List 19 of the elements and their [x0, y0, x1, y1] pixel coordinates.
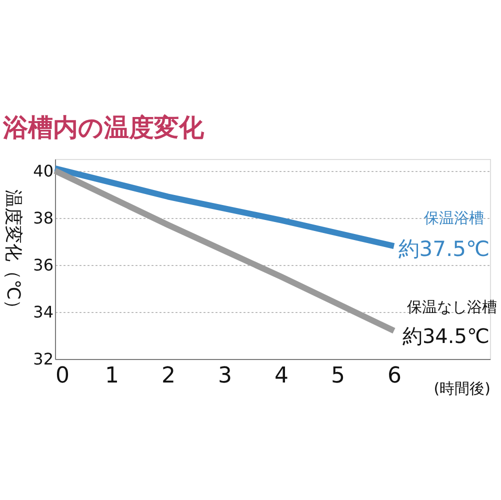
x-tick-label: 6: [387, 364, 402, 388]
x-tick-label: 5: [330, 364, 345, 388]
x-tick-label: 4: [274, 364, 288, 388]
y-axis-title: 温度変化（℃）: [2, 190, 24, 318]
x-tick-label: 2: [161, 364, 176, 388]
series-label: 保温なし浴槽: [406, 298, 497, 316]
x-tick-label: 0: [56, 364, 70, 388]
x-tick-label: 3: [218, 364, 232, 388]
text: 保温浴槽: [424, 209, 484, 228]
y-tick-label: 36: [33, 255, 54, 274]
annotation: 約37.5℃: [398, 237, 490, 262]
y-tick-label: 38: [33, 208, 54, 228]
y-tick-label: 32: [33, 350, 54, 368]
y-tick-label: 40: [33, 161, 54, 180]
x-tick-label: 1: [104, 364, 119, 388]
x-axis-title: (時間後): [434, 380, 490, 398]
chart-title: 浴槽内の温度変化: [2, 113, 205, 142]
y-tick-label: 34: [33, 302, 54, 322]
annotation: 約34.5℃: [402, 324, 490, 348]
